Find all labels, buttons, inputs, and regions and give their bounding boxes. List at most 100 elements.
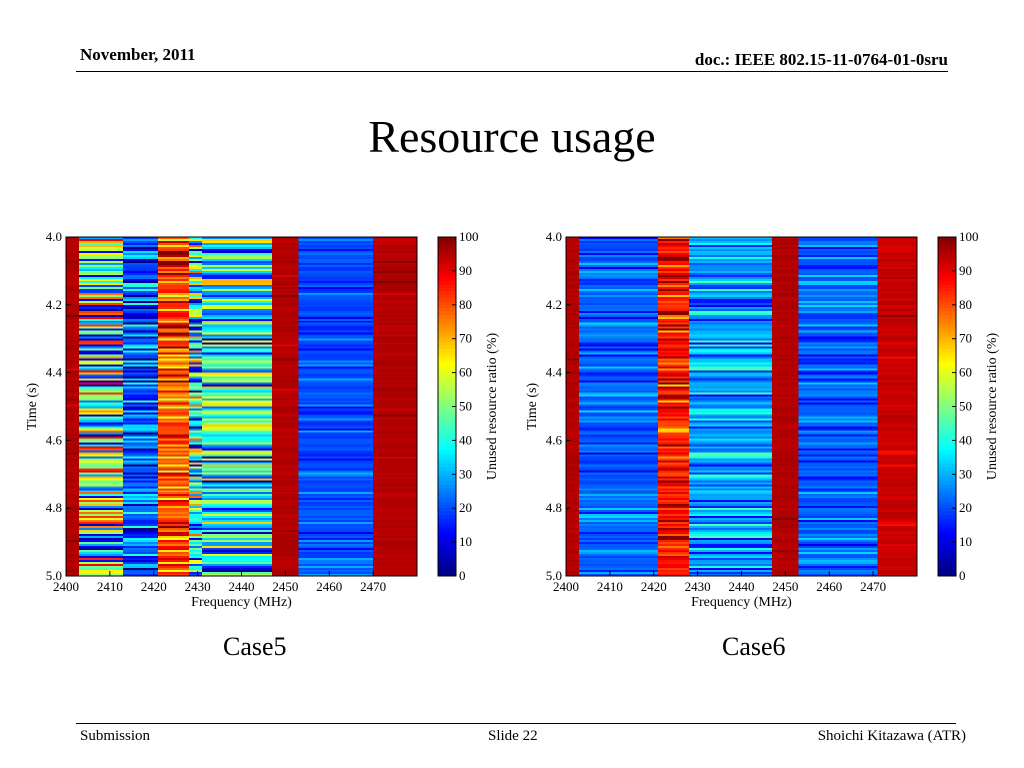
y-tick-label: 4.8 bbox=[46, 500, 62, 515]
heatmap-cell bbox=[579, 430, 659, 433]
heatmap-cell bbox=[772, 568, 799, 571]
heatmap-cell bbox=[373, 424, 418, 427]
heatmap-cell bbox=[188, 366, 203, 370]
heatmap-cell bbox=[658, 358, 690, 362]
heatmap-cell bbox=[658, 480, 690, 483]
heatmap-cell bbox=[158, 308, 190, 312]
heatmap-cell bbox=[272, 298, 299, 302]
heatmap-cell bbox=[566, 452, 580, 455]
heatmap-cell bbox=[877, 514, 918, 517]
colorbar-segment bbox=[438, 464, 456, 469]
colorbar-tick-label: 10 bbox=[959, 534, 972, 549]
heatmap-cell bbox=[272, 428, 299, 431]
colorbar-segment bbox=[438, 369, 456, 374]
heatmap-cell bbox=[658, 534, 690, 537]
heatmap-cell bbox=[772, 412, 799, 415]
heatmap-cell bbox=[798, 326, 878, 330]
heatmap-cell bbox=[298, 296, 374, 300]
heatmap-cell bbox=[66, 458, 80, 461]
heatmap-cell bbox=[579, 412, 659, 415]
heatmap-cell bbox=[373, 392, 418, 395]
heatmap-cell bbox=[566, 542, 580, 545]
heatmap-cell bbox=[123, 328, 159, 332]
x-tick-label: 2420 bbox=[141, 579, 167, 594]
heatmap-cell bbox=[272, 332, 299, 336]
heatmap-cell bbox=[688, 338, 773, 342]
heatmap-cell bbox=[202, 246, 273, 250]
heatmap-cell bbox=[272, 536, 299, 539]
heatmap-cell bbox=[79, 488, 124, 491]
heatmap-cell bbox=[66, 434, 80, 437]
heatmap-cell bbox=[772, 328, 799, 332]
heatmap-cell bbox=[202, 510, 273, 513]
heatmap-cell bbox=[566, 362, 580, 366]
heatmap-cell bbox=[188, 398, 203, 401]
heatmap-cell bbox=[123, 322, 159, 326]
heatmap-cell bbox=[877, 554, 918, 557]
heatmap-cell bbox=[798, 296, 878, 300]
heatmap-cell bbox=[202, 298, 273, 302]
heatmap-cell bbox=[658, 394, 690, 397]
heatmap-cell bbox=[123, 436, 159, 439]
heatmap-cell bbox=[66, 436, 80, 439]
heatmap-cell bbox=[158, 330, 190, 334]
heatmap-cell bbox=[202, 286, 273, 290]
heatmap-cell bbox=[373, 268, 418, 272]
heatmap-cell bbox=[373, 552, 418, 555]
heatmap-cell bbox=[79, 326, 124, 330]
heatmap-cell bbox=[566, 296, 580, 300]
heatmap-cell bbox=[688, 476, 773, 479]
heatmap-cell bbox=[79, 288, 124, 292]
heatmap-cell bbox=[772, 392, 799, 395]
heatmap-cell bbox=[798, 414, 878, 417]
colorbar-tick-label: 20 bbox=[959, 500, 972, 515]
heatmap-cell bbox=[272, 444, 299, 447]
heatmap-cell bbox=[688, 398, 773, 401]
colorbar-segment bbox=[438, 247, 456, 252]
heatmap-cell bbox=[373, 536, 418, 539]
heatmap-cell bbox=[79, 382, 124, 385]
heatmap-cell bbox=[658, 364, 690, 368]
heatmap-cell bbox=[272, 372, 299, 375]
heatmap-cell bbox=[79, 468, 124, 471]
heatmap-cell bbox=[158, 254, 190, 258]
heatmap-cell bbox=[798, 244, 878, 248]
heatmap-cell bbox=[66, 288, 80, 292]
colorbar-segment bbox=[438, 284, 456, 289]
chart-case5: 2400 2410 2420 2430 2440 2450 2460 2470 Frequenc… bbox=[14, 220, 524, 620]
heatmap-cell bbox=[579, 432, 659, 435]
heatmap-cell bbox=[158, 368, 190, 372]
heatmap-cell bbox=[66, 384, 80, 387]
heatmap-cell bbox=[123, 354, 159, 358]
heatmap-cell bbox=[123, 518, 159, 521]
heatmap-cell bbox=[688, 424, 773, 427]
heatmap-cell bbox=[272, 304, 299, 308]
header-rule bbox=[76, 71, 948, 72]
heatmap-cell bbox=[658, 564, 690, 567]
heatmap-cell bbox=[202, 564, 273, 567]
heatmap-cell bbox=[688, 252, 773, 256]
heatmap-cell bbox=[658, 474, 690, 477]
heatmap-cell bbox=[272, 450, 299, 453]
heatmap-cell bbox=[566, 432, 580, 435]
heatmap-cell bbox=[579, 460, 659, 463]
heatmap-cell bbox=[188, 428, 203, 431]
heatmap-cell bbox=[202, 530, 273, 533]
x-tick-label: 2430 bbox=[685, 579, 711, 594]
heatmap-cell bbox=[772, 526, 799, 529]
heatmap-cell bbox=[877, 326, 918, 330]
heatmap-cell bbox=[298, 360, 374, 364]
heatmap-cell bbox=[79, 336, 124, 340]
heatmap-cell bbox=[158, 364, 190, 368]
heatmap-cell bbox=[772, 414, 799, 417]
heatmap-cell bbox=[688, 472, 773, 475]
heatmap-cell bbox=[579, 354, 659, 358]
heatmap-cell bbox=[188, 572, 203, 575]
heatmap-cell bbox=[123, 330, 159, 334]
heatmap-cell bbox=[373, 466, 418, 469]
heatmap-cell bbox=[79, 240, 124, 244]
heatmap-cell bbox=[188, 446, 203, 449]
heatmap-cell bbox=[658, 558, 690, 561]
heatmap-cell bbox=[798, 556, 878, 559]
heatmap-cell bbox=[202, 468, 273, 471]
